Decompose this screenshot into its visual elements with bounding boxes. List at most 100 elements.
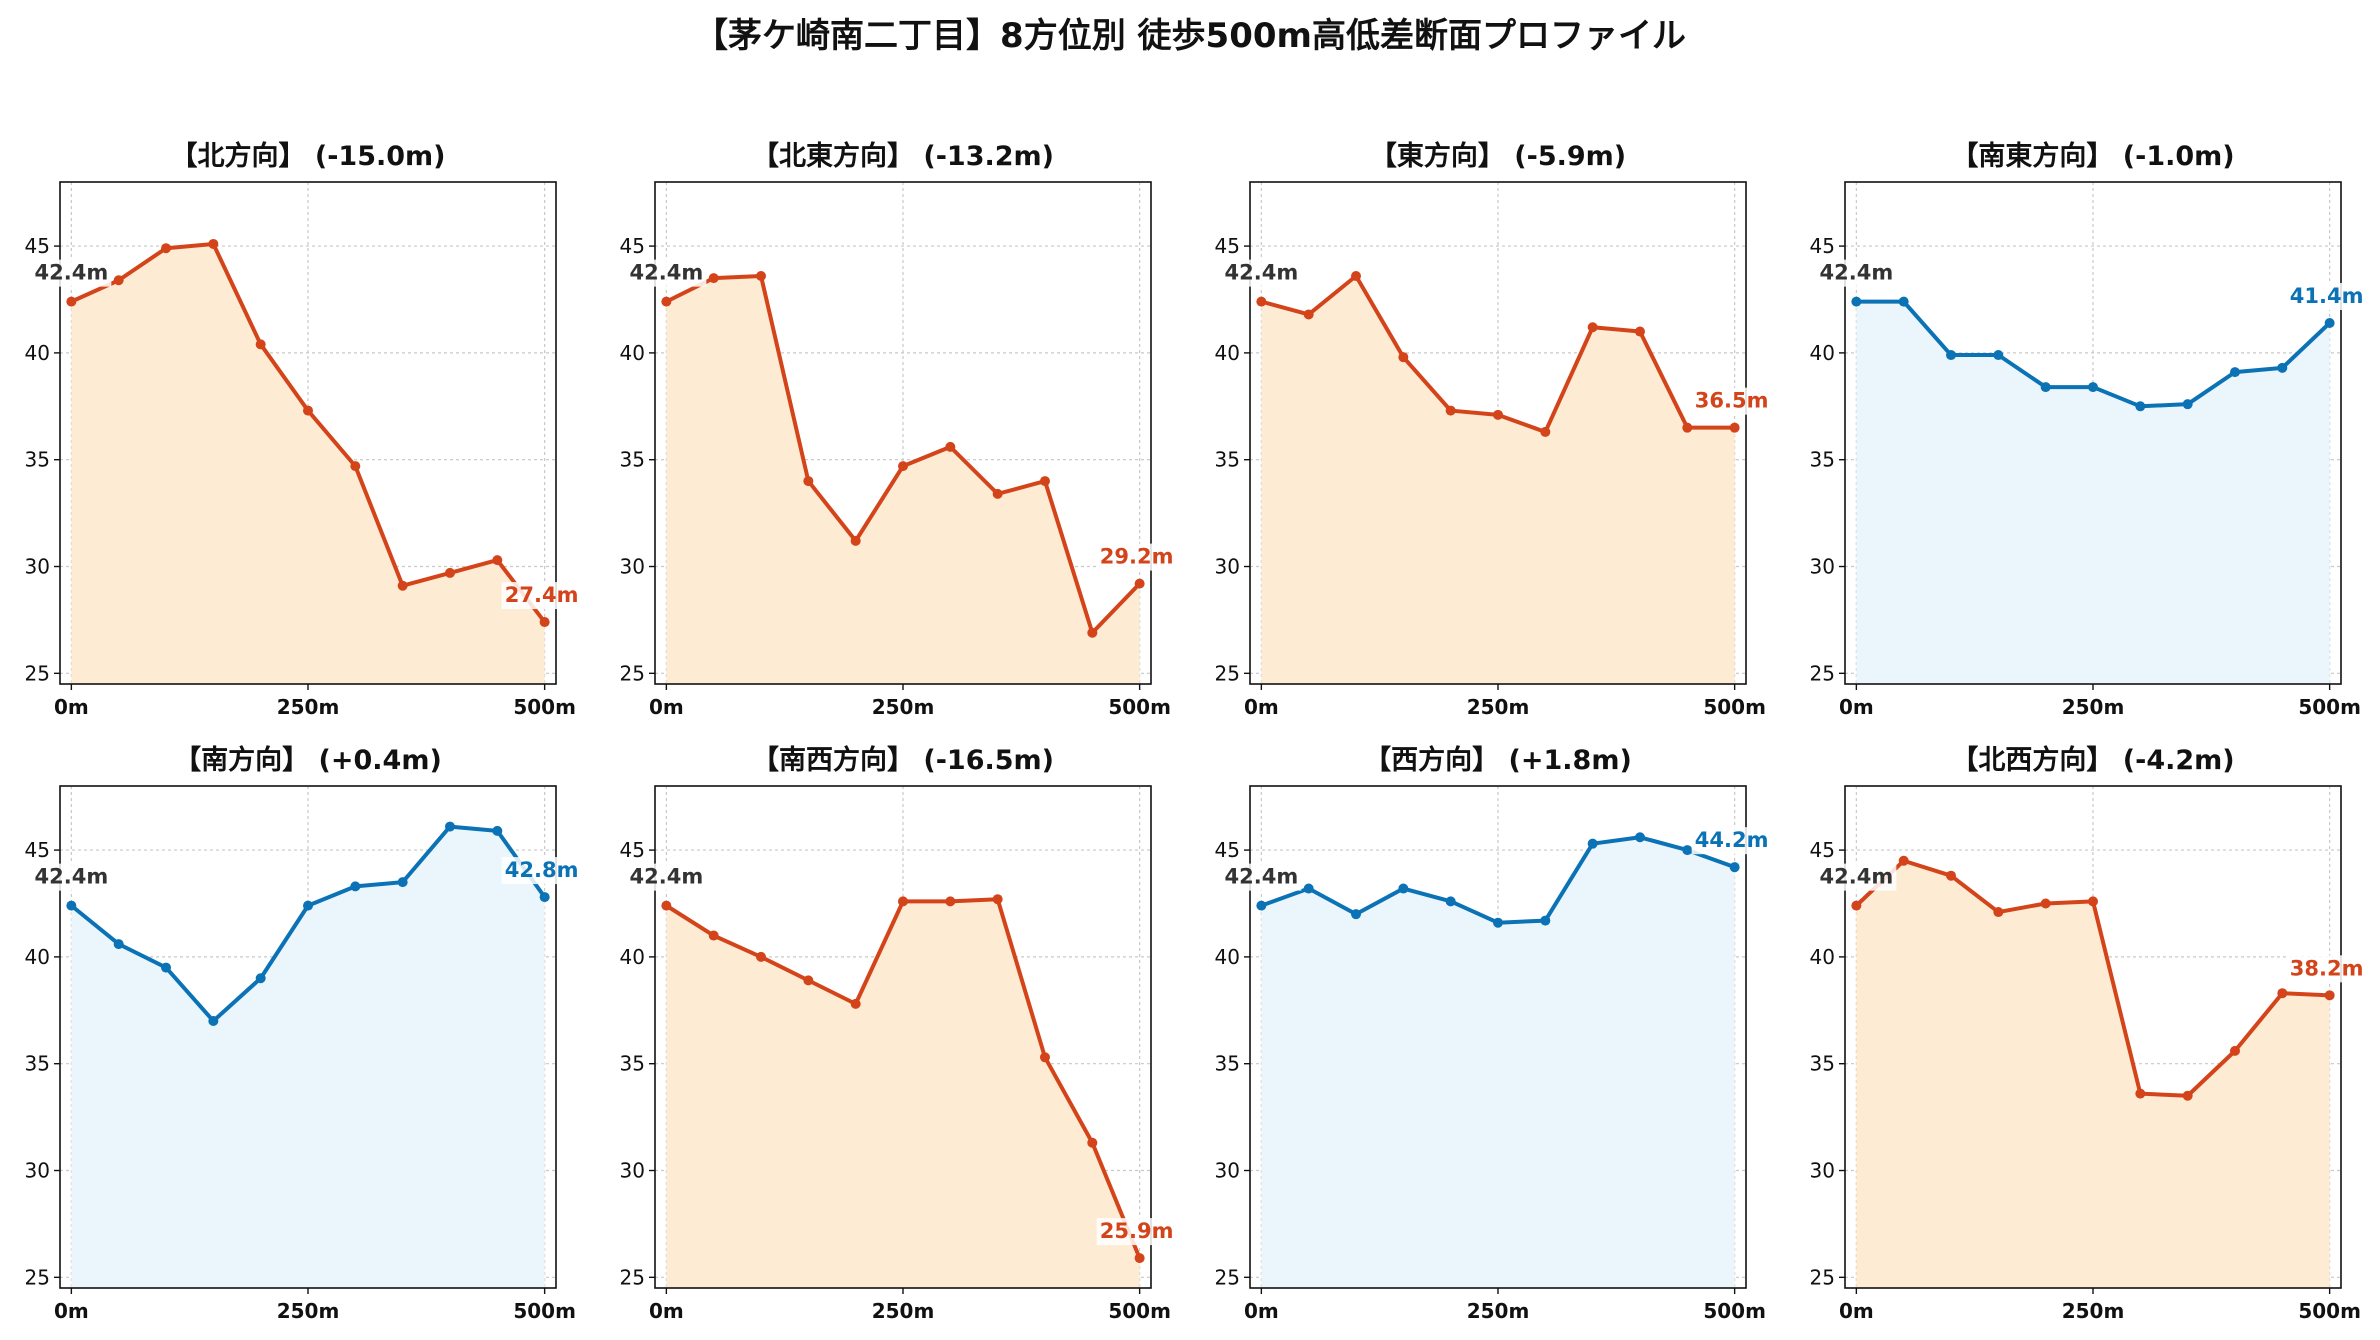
data-point	[1087, 627, 1098, 638]
data-point	[1851, 900, 1862, 911]
x-tick-label: 500m	[2298, 695, 2361, 719]
end-label: 25.9m	[1100, 1219, 1174, 1243]
y-tick-label: 35	[620, 448, 645, 472]
x-tick-label: 0m	[649, 1299, 684, 1323]
data-point	[208, 238, 219, 249]
data-point	[66, 296, 77, 307]
y-tick-label: 40	[25, 341, 50, 365]
y-tick-label: 45	[1215, 234, 1240, 258]
y-tick-label: 35	[25, 448, 50, 472]
data-point	[1256, 296, 1267, 307]
data-point	[1946, 870, 1957, 881]
start-label-bg	[626, 259, 707, 287]
data-point	[2182, 399, 2193, 410]
data-point	[1493, 917, 1503, 928]
data-point	[850, 998, 861, 1009]
data-point	[1851, 296, 1862, 307]
data-point	[444, 821, 455, 832]
end-label: 27.4m	[505, 583, 579, 607]
elevation-area	[1856, 301, 2330, 684]
figure-title: 【茅ケ崎南二丁目】8方位別 徒歩500m高低差断面プロファイル	[694, 16, 1686, 56]
data-point	[350, 461, 361, 472]
data-point	[1946, 350, 1957, 361]
data-point	[113, 939, 124, 950]
y-tick-label: 40	[1810, 341, 1835, 365]
data-point	[1303, 309, 1314, 320]
data-point	[1445, 896, 1456, 907]
profile-panel: 【北西方向】 (-4.2m) 25 30 35 40 45 0m 250m 500m 42.4m 3…	[1810, 744, 2367, 1323]
start-label: 42.4m	[1225, 865, 1299, 889]
end-label: 36.5m	[1695, 389, 1769, 413]
data-point	[255, 973, 266, 984]
y-tick-label: 25	[25, 1265, 50, 1289]
y-tick-label: 30	[1215, 555, 1240, 579]
y-tick-label: 40	[1215, 341, 1240, 365]
start-label-bg	[31, 259, 112, 287]
x-tick-label: 0m	[54, 1299, 89, 1323]
y-tick-label: 35	[1810, 1052, 1835, 1076]
y-tick-label: 30	[620, 555, 645, 579]
data-point	[113, 275, 124, 286]
y-tick-label: 45	[25, 838, 50, 862]
data-point	[303, 405, 313, 416]
data-point	[161, 243, 172, 254]
x-tick-label: 500m	[513, 1299, 576, 1323]
elevation-area	[666, 275, 1140, 684]
start-label-bg	[1816, 863, 1897, 891]
panel-title: 【西方向】 (+1.8m)	[1364, 744, 1632, 776]
data-point	[803, 476, 814, 487]
start-label: 42.4m	[1225, 261, 1299, 285]
data-point	[1445, 405, 1456, 416]
data-point	[1087, 1137, 1098, 1148]
x-tick-label: 0m	[54, 695, 89, 719]
data-point	[492, 825, 503, 836]
data-point	[2088, 896, 2098, 907]
data-point	[2229, 367, 2240, 378]
y-tick-label: 35	[25, 1052, 50, 1076]
data-point	[2040, 382, 2051, 393]
x-tick-label: 500m	[1108, 695, 1171, 719]
data-point	[1682, 845, 1693, 856]
data-point	[303, 900, 313, 911]
profile-panel: 【北方向】 (-15.0m) 25 30 35 40 45 0m 250m 500m 42.4m 2…	[25, 140, 582, 719]
x-tick-label: 250m	[277, 695, 340, 719]
data-point	[539, 892, 550, 903]
data-point	[350, 881, 361, 892]
y-tick-label: 25	[1215, 1265, 1240, 1289]
data-point	[992, 894, 1003, 905]
profile-panel: 【南東方向】 (-1.0m) 25 30 35 40 45 0m 250m 500m 42.4m 4…	[1810, 140, 2367, 719]
x-tick-label: 250m	[277, 1299, 340, 1323]
panel-title: 【北方向】 (-15.0m)	[170, 140, 445, 172]
x-tick-label: 0m	[1839, 1299, 1874, 1323]
start-label: 42.4m	[630, 865, 704, 889]
panel-title: 【南西方向】 (-16.5m)	[752, 744, 1054, 776]
y-tick-label: 35	[1810, 448, 1835, 472]
end-label: 38.2m	[2290, 956, 2364, 980]
data-point	[397, 580, 408, 591]
data-point	[1351, 909, 1362, 920]
data-point	[756, 951, 767, 962]
x-tick-label: 500m	[1703, 695, 1766, 719]
data-point	[492, 555, 503, 566]
data-point	[1398, 883, 1409, 894]
y-tick-label: 45	[1810, 838, 1835, 862]
y-tick-label: 25	[1810, 1265, 1835, 1289]
start-label: 42.4m	[35, 261, 109, 285]
data-point	[850, 535, 861, 546]
y-tick-label: 25	[1810, 661, 1835, 685]
data-point	[397, 877, 408, 888]
end-label-bg	[2286, 282, 2367, 310]
data-point	[1540, 426, 1551, 437]
data-point	[161, 962, 172, 973]
y-tick-label: 30	[620, 1159, 645, 1183]
data-point	[2277, 362, 2288, 373]
data-point	[803, 975, 814, 986]
y-tick-label: 30	[25, 555, 50, 579]
y-tick-label: 30	[25, 1159, 50, 1183]
elevation-area	[666, 899, 1140, 1288]
elevation-area	[71, 243, 545, 685]
data-point	[2229, 1045, 2240, 1056]
x-tick-label: 0m	[1839, 695, 1874, 719]
start-label: 42.4m	[1820, 261, 1894, 285]
data-point	[1398, 352, 1409, 363]
